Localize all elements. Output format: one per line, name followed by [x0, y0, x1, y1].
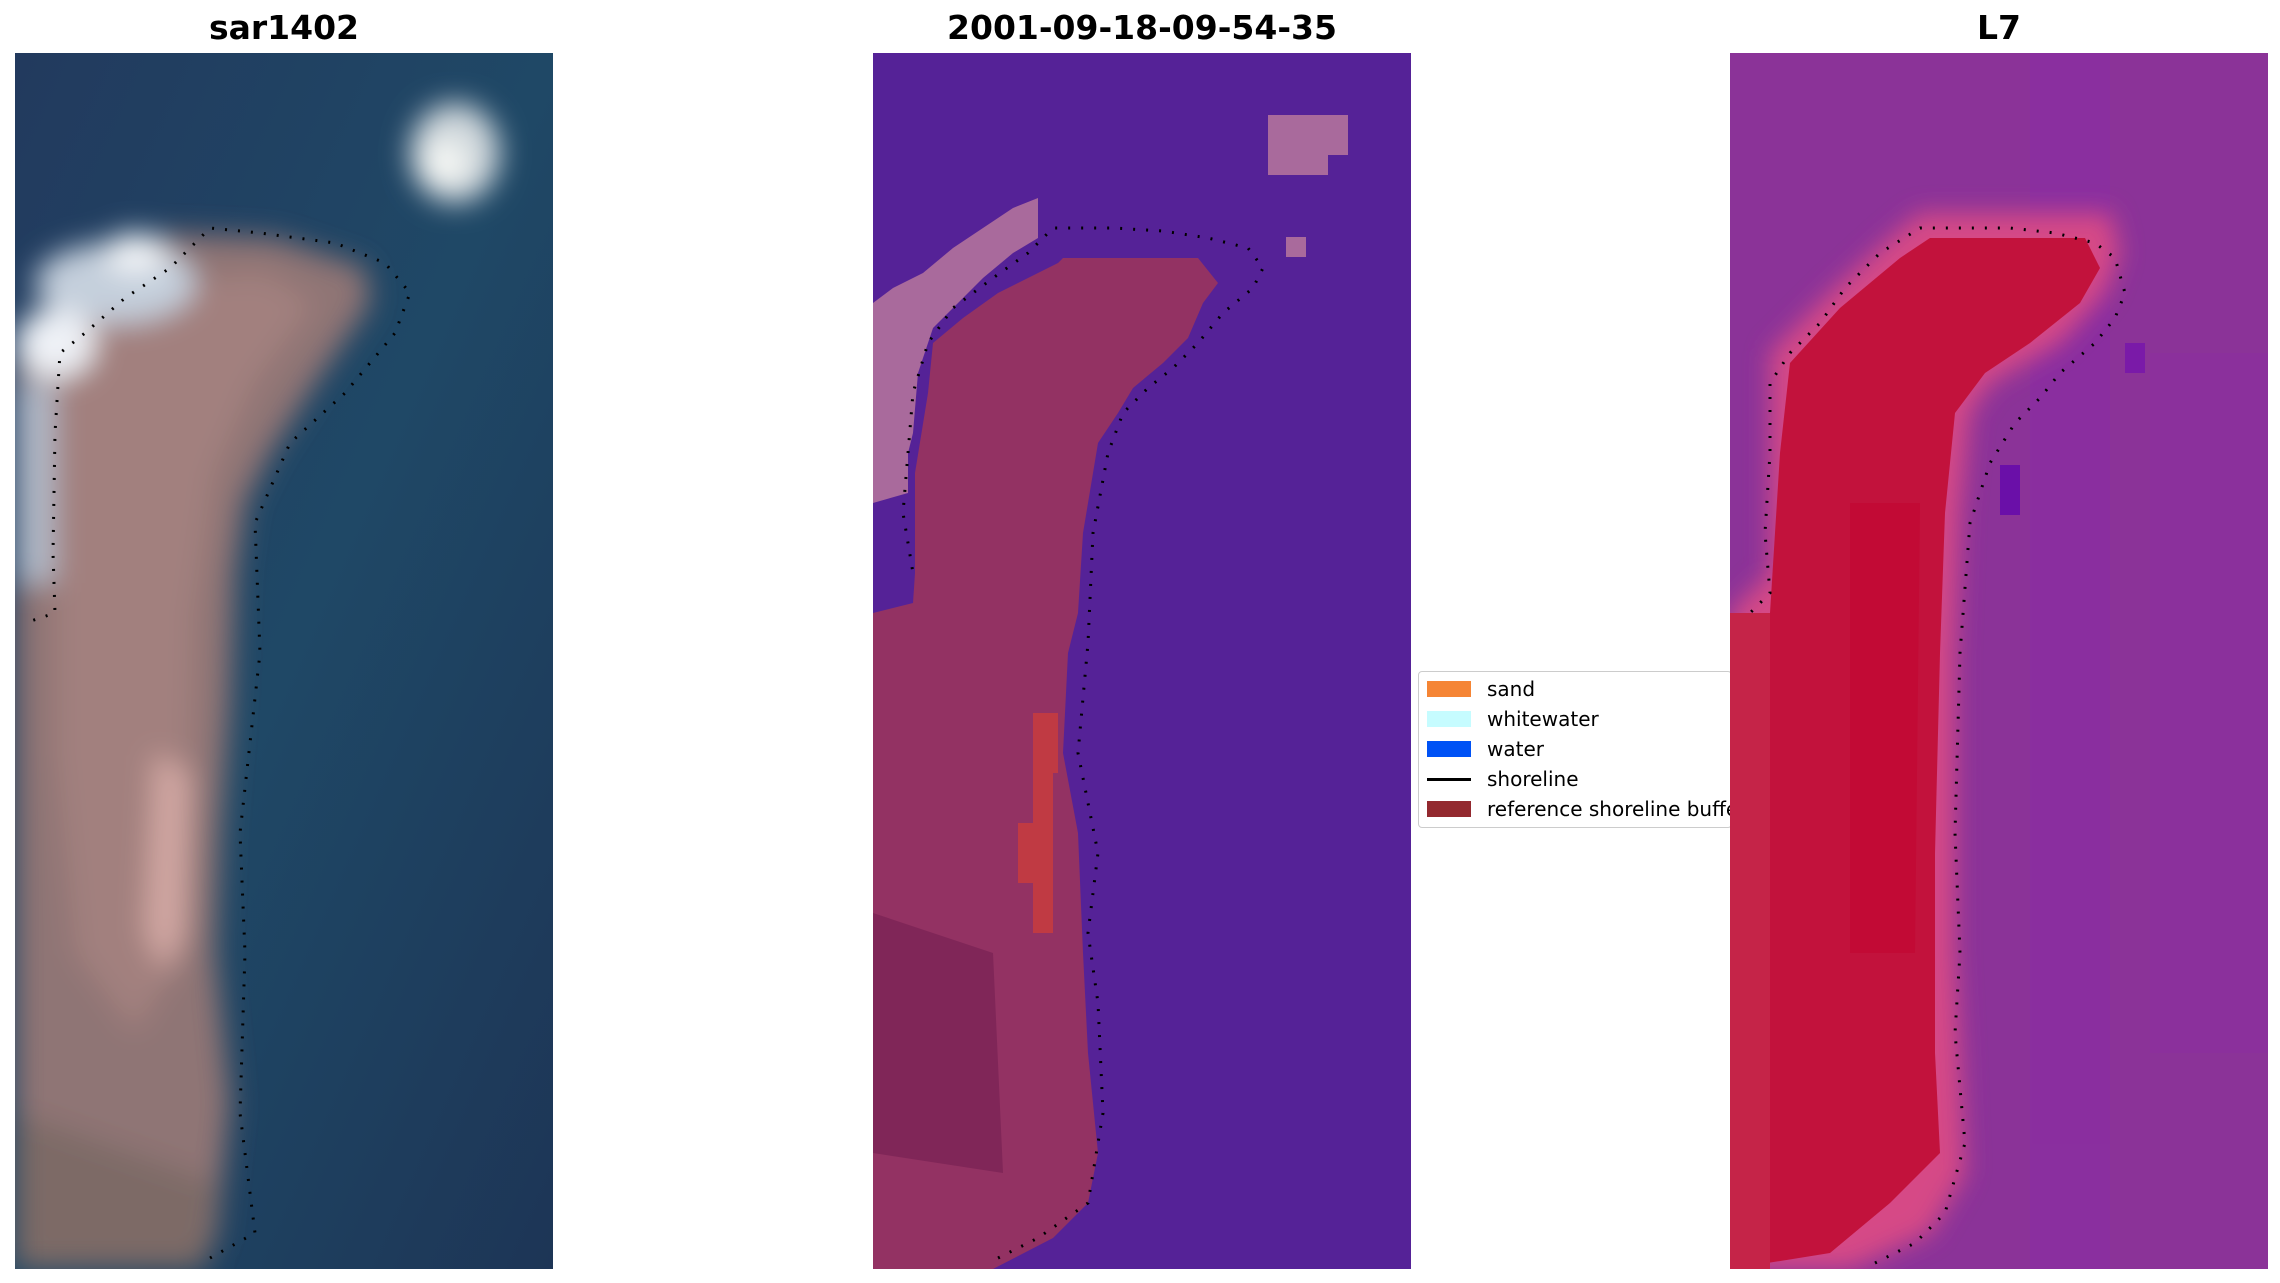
legend-item-whitewater: whitewater: [1427, 706, 1599, 732]
water-swatch: [1427, 741, 1471, 757]
classified-sand-area: [1018, 713, 1058, 933]
legend-item-reference-buffer: reference shoreline buffer: [1427, 796, 1732, 822]
rgb-image-panel: [15, 53, 553, 1269]
sand-swatch: [1427, 681, 1471, 697]
panel-title-index: L7: [1977, 8, 2021, 47]
index-image: [1730, 53, 2268, 1269]
reference-buffer-swatch: [1427, 801, 1471, 817]
legend-label-whitewater: whitewater: [1487, 707, 1599, 731]
rgb-image: [15, 53, 553, 1269]
whitewater-swatch: [1427, 711, 1471, 727]
shoreline-index: [1748, 226, 2127, 1265]
legend-label-sand: sand: [1487, 677, 1536, 701]
shoreline-classified: [901, 226, 1265, 1260]
index-image-panel: [1730, 53, 2268, 1269]
legend-label-water: water: [1487, 737, 1544, 761]
legend-label-reference-buffer: reference shoreline buffer: [1487, 797, 1732, 821]
panel-title-classified: 2001-09-18-09-54-35: [947, 8, 1337, 47]
classified-whitewater-patch: [1268, 115, 1348, 175]
classified-whitewater-area: [873, 198, 1038, 503]
legend-label-shoreline: shoreline: [1487, 767, 1579, 791]
panel-title-rgb: sar1402: [208, 8, 360, 47]
legend-item-water: water: [1427, 736, 1544, 762]
shoreline-line-swatch: [1427, 777, 1471, 781]
legend: sand whitewater water shoreline referenc…: [1418, 671, 1732, 828]
classified-image-panel: [873, 53, 1411, 1269]
legend-item-sand: sand: [1427, 676, 1535, 702]
classified-whitewater-dot: [1286, 237, 1306, 257]
classified-image: [873, 53, 1411, 1269]
legend-item-shoreline: shoreline: [1427, 766, 1579, 792]
